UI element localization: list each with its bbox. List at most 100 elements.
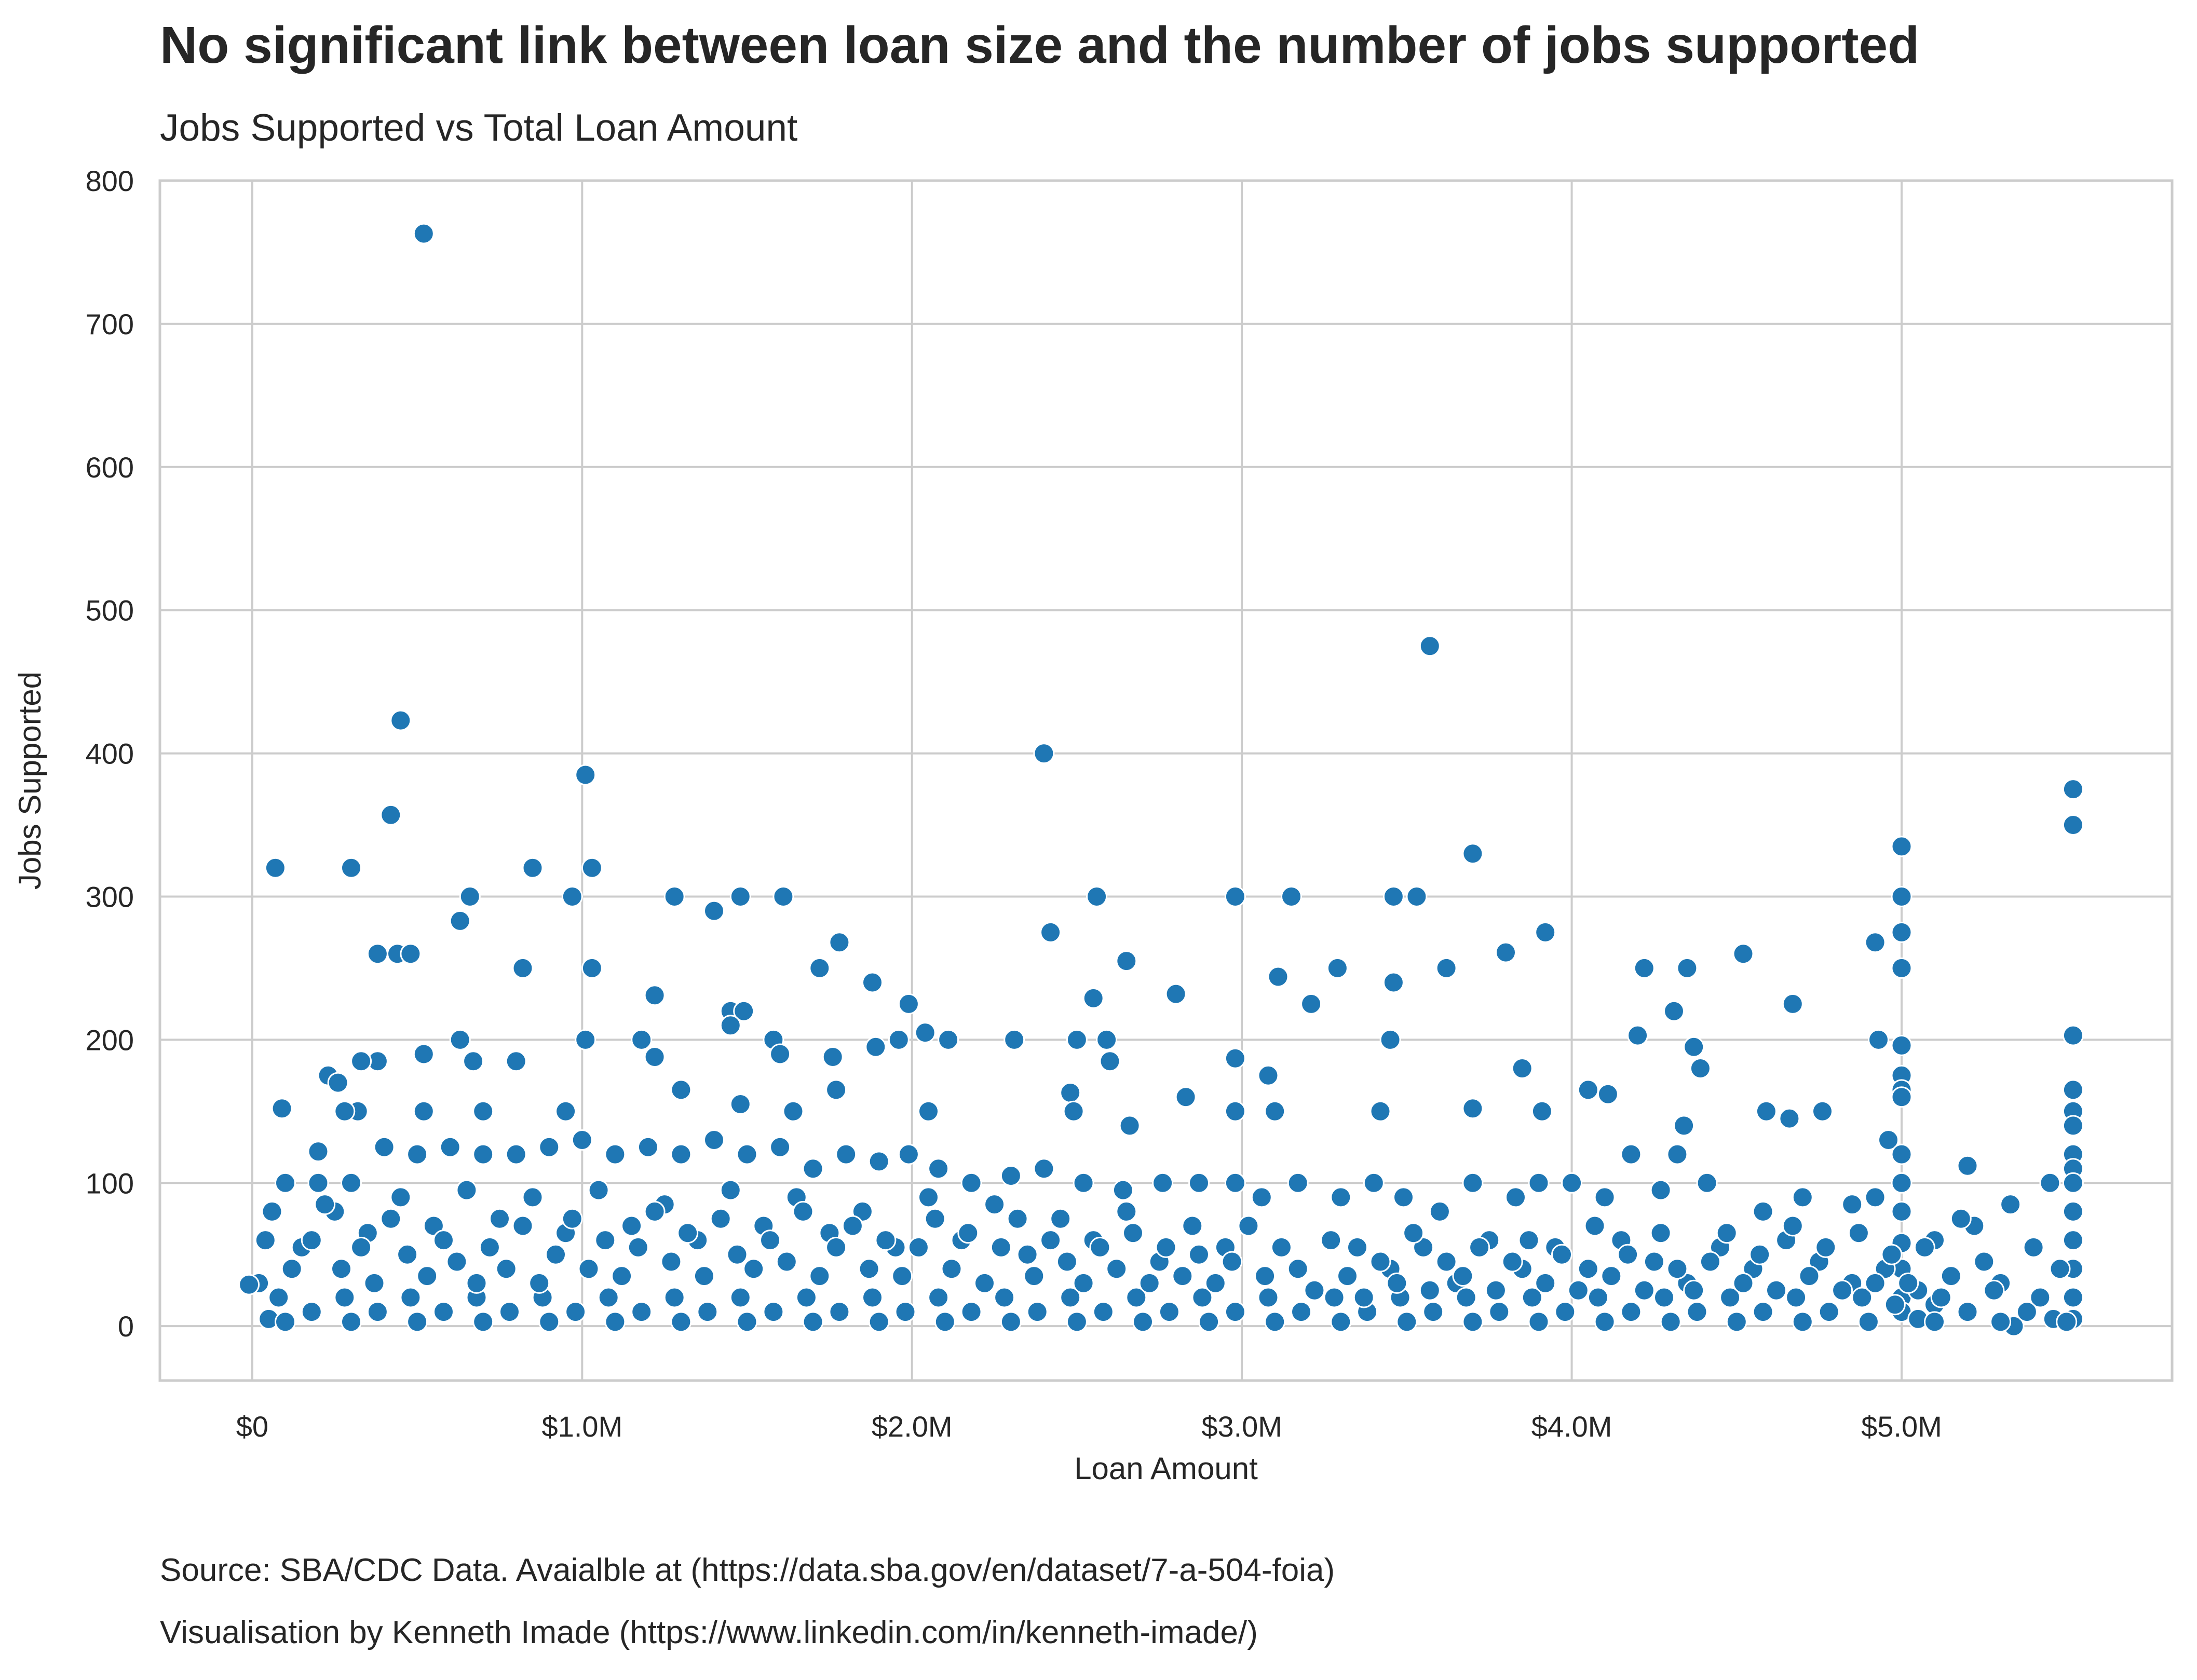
scatter-point: [769, 1043, 791, 1065]
scatter-point: [1353, 1287, 1375, 1308]
scatter-point: [1864, 1272, 1886, 1294]
scatter-point: [1172, 1265, 1194, 1287]
scatter-point: [2062, 1115, 2084, 1137]
scatter-point: [512, 957, 534, 979]
scatter-point: [898, 993, 919, 1015]
scatter-point: [888, 1029, 910, 1050]
x-tick-label: $0: [236, 1410, 268, 1443]
scatter-point: [1812, 1100, 1833, 1122]
scatter-point: [1257, 1064, 1279, 1086]
scatter-point: [1689, 1058, 1711, 1079]
scatter-point: [1505, 1186, 1526, 1208]
scatter-point: [1152, 1172, 1174, 1194]
scatter-point: [1782, 993, 1803, 1015]
scatter-point: [446, 1251, 468, 1273]
scatter-point: [472, 1143, 494, 1165]
scatter-point: [275, 1311, 296, 1333]
scatter-point: [1000, 1165, 1022, 1186]
scatter-point: [1719, 1287, 1741, 1308]
scatter-point: [314, 1194, 336, 1215]
scatter-point: [463, 1050, 484, 1072]
scatter-point: [1119, 1115, 1141, 1137]
scatter-point: [397, 1244, 418, 1265]
scatter-point: [1650, 1179, 1672, 1201]
scatter-point: [1304, 1279, 1325, 1301]
scatter-point: [1501, 1251, 1523, 1273]
scatter-point: [545, 1244, 566, 1265]
scatter-point: [1792, 1311, 1813, 1333]
scatter-point: [1238, 1215, 1259, 1237]
scatter-point: [1089, 1236, 1111, 1258]
scatter-point: [1188, 1172, 1210, 1194]
scatter-point: [406, 1143, 428, 1165]
scatter-point: [254, 1230, 276, 1251]
scatter-point: [350, 1236, 372, 1258]
scatter-point: [390, 709, 412, 731]
scatter-point: [1891, 1200, 1913, 1222]
scatter-point: [1716, 1222, 1738, 1244]
y-tick-label: 300: [86, 880, 134, 913]
scatter-point: [2062, 814, 2084, 836]
scatter-point: [894, 1301, 916, 1323]
scatter-point: [809, 1265, 831, 1287]
scatter-point: [1528, 1311, 1550, 1333]
x-tick-label: $2.0M: [872, 1410, 953, 1443]
scatter-point: [1264, 1100, 1286, 1122]
scatter-point: [1749, 1244, 1771, 1265]
scatter-point: [1326, 957, 1348, 979]
scatter-point: [1785, 1287, 1807, 1308]
scatter-point: [1868, 1029, 1889, 1050]
scatter-point: [1848, 1222, 1869, 1244]
scatter-point: [1369, 1100, 1391, 1122]
scatter-point: [2062, 1287, 2084, 1308]
scatter-point: [413, 1043, 435, 1065]
scatter-point: [1264, 1311, 1286, 1333]
scatter-point: [703, 900, 725, 922]
scatter-point: [644, 985, 666, 1006]
scatter-point: [1267, 966, 1289, 988]
y-tick-label: 800: [86, 165, 134, 197]
scatter-point: [1864, 932, 1886, 953]
scatter-point: [631, 1301, 653, 1323]
scatter-point: [1891, 1143, 1913, 1165]
scatter-point: [795, 1287, 817, 1308]
scatter-point: [1832, 1279, 1853, 1301]
scatter-point: [565, 1301, 587, 1323]
scatter-point: [327, 1072, 349, 1094]
scatter-point: [1138, 1272, 1160, 1294]
scatter-point: [729, 1287, 751, 1308]
scatter-point: [1666, 1143, 1688, 1165]
scatter-point: [578, 1258, 600, 1280]
scatter-point: [928, 1158, 950, 1180]
scatter-point: [733, 1000, 755, 1022]
scatter-point: [1884, 1294, 1906, 1316]
x-tick-label: $5.0M: [1861, 1410, 1942, 1443]
scatter-point: [1406, 886, 1428, 907]
chart-title: No significant link between loan size an…: [160, 16, 1920, 74]
scatter-point: [512, 1215, 534, 1237]
scatter-chart: $0 $1.0M $2.0M $3.0M $4.0M $5.0M 0 100 200 300 400…: [12, 165, 2174, 1486]
scatter-point: [1554, 1301, 1576, 1323]
scatter-point: [842, 1215, 863, 1237]
scatter-point: [1897, 1272, 1919, 1294]
scatter-point: [538, 1311, 560, 1333]
scatter-point: [1782, 1215, 1803, 1237]
scatter-point: [400, 1287, 422, 1308]
scatter-point: [331, 1258, 352, 1280]
scatter-point: [670, 1143, 692, 1165]
scatter-point: [772, 886, 794, 907]
scatter-point: [1092, 1301, 1114, 1323]
scatter-point: [994, 1287, 1015, 1308]
scatter-point: [1116, 1200, 1137, 1222]
scatter-point: [729, 886, 751, 907]
scatter-point: [1766, 1279, 1787, 1301]
scatter-point: [760, 1230, 781, 1251]
tick-labels: $0 $1.0M $2.0M $3.0M $4.0M $5.0M 0 100 200 300 400…: [86, 165, 1942, 1443]
scatter-point: [588, 1179, 609, 1201]
scatter-point: [710, 1208, 731, 1230]
scatter-point: [1300, 993, 1322, 1015]
scatter-point: [1320, 1230, 1342, 1251]
scatter-point: [914, 1022, 936, 1044]
scatter-point: [1033, 1158, 1055, 1180]
scatter-point: [350, 1050, 372, 1072]
